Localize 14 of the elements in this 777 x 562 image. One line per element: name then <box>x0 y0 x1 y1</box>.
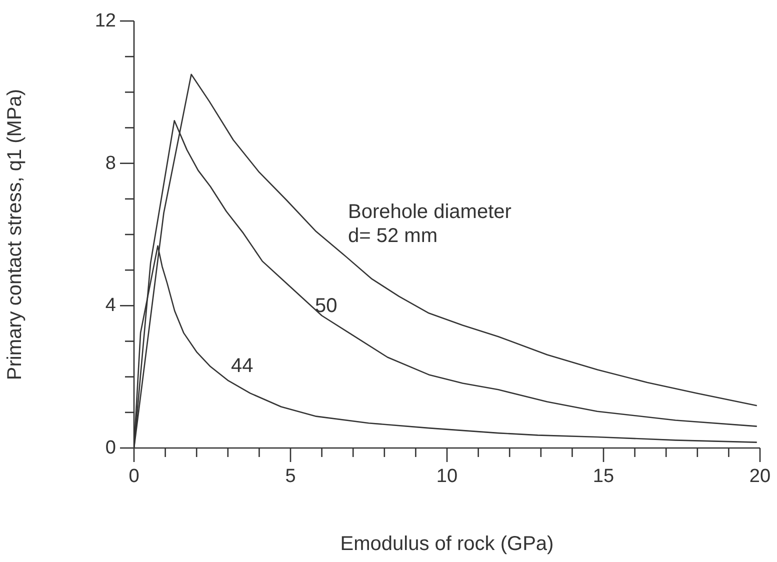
y-tick-label: 8 <box>105 152 116 174</box>
x-tick-label: 15 <box>592 466 614 487</box>
annotation: Borehole diameter d= 52 mm <box>348 200 512 248</box>
y-tick-label: 4 <box>105 295 116 316</box>
y-axis-title: Primary contact stress, q1 (MPa) <box>4 88 26 380</box>
annotation: 44 <box>231 354 254 378</box>
y-tick-label: 0 <box>105 438 116 458</box>
x-tick-label: 20 <box>749 466 771 487</box>
annotation: 50 <box>315 294 338 318</box>
y-tick-label: 12 <box>94 10 116 32</box>
x-tick-label: 10 <box>436 466 458 487</box>
x-tick-label: 5 <box>285 466 296 487</box>
x-axis-title: Emodulus of rock (GPa) <box>340 533 554 555</box>
x-tick-label: 0 <box>128 466 140 487</box>
